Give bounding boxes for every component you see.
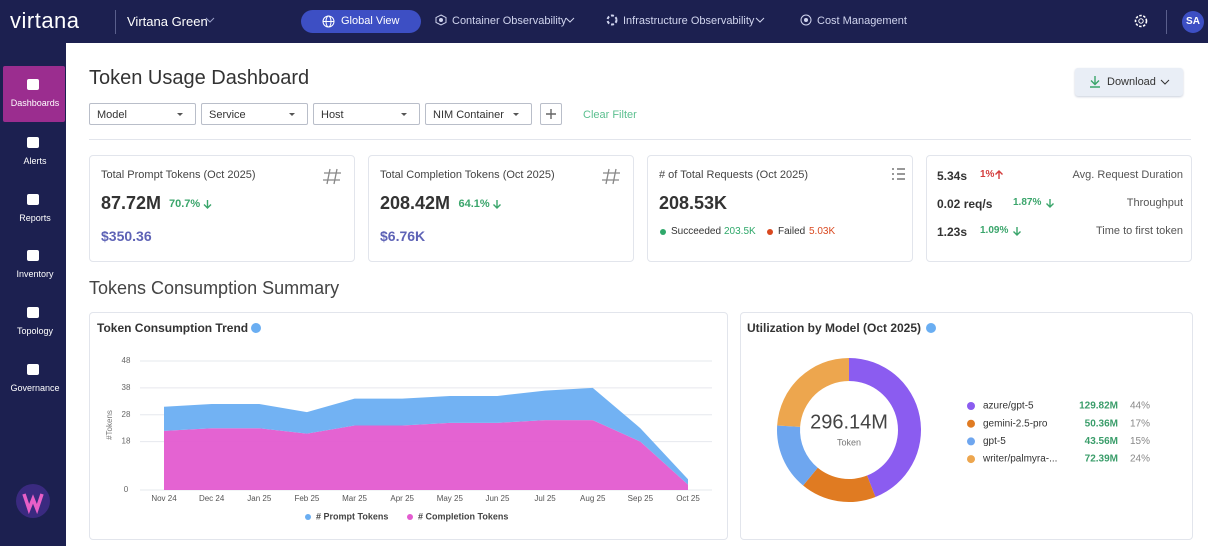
x-tick-label: Dec 24 bbox=[199, 494, 225, 503]
metric-change: 1.87% bbox=[1013, 197, 1041, 208]
chart-title: Utilization by Model (Oct 2025) bbox=[747, 321, 921, 335]
y-tick-label: 38 bbox=[122, 383, 131, 392]
x-tick-label: Mar 25 bbox=[342, 494, 367, 503]
filter-dropdown[interactable]: NIM Container bbox=[425, 103, 532, 125]
x-tick-label: May 25 bbox=[437, 494, 464, 503]
succeeded-value: 203.5K bbox=[724, 226, 756, 237]
center-label: Token bbox=[837, 437, 861, 447]
succeeded-label: Succeeded bbox=[671, 226, 721, 237]
x-tick-label: Jul 25 bbox=[534, 494, 556, 503]
metric-change: 1.09% bbox=[980, 225, 1008, 236]
card-title: Total Prompt Tokens (Oct 2025) bbox=[101, 169, 255, 181]
legend-dot bbox=[967, 420, 975, 428]
legend-amount: 43.56M bbox=[1085, 436, 1118, 447]
x-tick-label: Feb 25 bbox=[294, 494, 319, 503]
card-title: # of Total Requests (Oct 2025) bbox=[659, 169, 808, 181]
donut-segment bbox=[803, 468, 875, 502]
card-cost: $6.76K bbox=[380, 228, 425, 244]
legend-label: azure/gpt-5 bbox=[983, 401, 1034, 412]
x-tick-label: Sep 25 bbox=[628, 494, 654, 503]
nav-icon bbox=[27, 364, 39, 375]
nav-icon bbox=[27, 137, 39, 148]
y-axis-label: #Tokens bbox=[105, 410, 114, 440]
x-tick-label: Jun 25 bbox=[485, 494, 510, 503]
legend-percent: 17% bbox=[1130, 418, 1150, 429]
sidebar-item[interactable]: Inventory bbox=[0, 269, 70, 279]
nav-icon bbox=[27, 194, 39, 205]
legend-amount: 50.36M bbox=[1085, 418, 1118, 429]
sidebar-item[interactable]: Topology bbox=[0, 326, 70, 336]
legend-percent: 44% bbox=[1130, 401, 1150, 412]
y-tick-label: 48 bbox=[122, 356, 131, 365]
card-cost: $350.36 bbox=[101, 228, 152, 244]
legend-dot bbox=[967, 402, 975, 410]
x-tick-label: Apr 25 bbox=[390, 494, 414, 503]
card-change: 70.7% bbox=[169, 198, 200, 210]
legend-label: gpt-5 bbox=[983, 436, 1006, 447]
failed-label: Failed bbox=[778, 226, 805, 237]
sidebar-item[interactable]: Alerts bbox=[0, 156, 70, 166]
legend-percent: 24% bbox=[1130, 454, 1150, 465]
x-tick-label: Aug 25 bbox=[580, 494, 606, 503]
metric-value: 0.02 req/s bbox=[937, 197, 992, 211]
metric-change: 1% bbox=[980, 169, 994, 180]
x-tick-label: Nov 24 bbox=[151, 494, 177, 503]
legend-amount: 129.82M bbox=[1079, 401, 1118, 412]
legend-dot bbox=[967, 455, 975, 463]
card-title: Total Completion Tokens (Oct 2025) bbox=[380, 169, 555, 181]
legend-dot bbox=[407, 514, 413, 520]
y-tick-label: 0 bbox=[124, 485, 129, 494]
center-value: 296.14M bbox=[810, 411, 888, 433]
legend-label: gemini-2.5-pro bbox=[983, 418, 1048, 429]
y-tick-label: 18 bbox=[122, 437, 131, 446]
card-value: 87.72M bbox=[101, 193, 161, 214]
card-change: 64.1% bbox=[459, 198, 490, 210]
nav-icon bbox=[27, 79, 39, 90]
y-tick-label: 28 bbox=[122, 410, 131, 419]
x-tick-label: Oct 25 bbox=[676, 494, 700, 503]
filter-dropdown[interactable]: Model bbox=[89, 103, 196, 125]
legend-label: # Completion Tokens bbox=[418, 511, 508, 521]
legend-amount: 72.39M bbox=[1085, 454, 1118, 465]
legend-dot bbox=[967, 437, 975, 445]
chart-title: Token Consumption Trend bbox=[97, 321, 248, 335]
metric-value: 5.34s bbox=[937, 169, 967, 183]
metric-value: 1.23s bbox=[937, 225, 967, 239]
legend-dot bbox=[305, 514, 311, 520]
failed-value: 5.03K bbox=[809, 226, 835, 237]
card-value: 208.42M bbox=[380, 193, 450, 214]
nav-icon bbox=[27, 250, 39, 261]
info-icon bbox=[251, 323, 261, 333]
legend-label: # Prompt Tokens bbox=[316, 511, 388, 521]
nav-icon bbox=[27, 307, 39, 318]
sidebar-item[interactable]: Reports bbox=[0, 213, 70, 223]
info-icon bbox=[926, 323, 936, 333]
legend-percent: 15% bbox=[1130, 436, 1150, 447]
metric-label: Throughput bbox=[1127, 197, 1183, 209]
area bbox=[164, 420, 688, 490]
sidebar-item[interactable]: Dashboards bbox=[0, 98, 70, 108]
filter-dropdown[interactable]: Service bbox=[201, 103, 308, 125]
sidebar-item[interactable]: Governance bbox=[0, 383, 70, 393]
metric-label: Avg. Request Duration bbox=[1073, 169, 1183, 181]
legend-label: writer/palmyra-... bbox=[982, 454, 1057, 465]
card-value: 208.53K bbox=[659, 193, 727, 214]
metric-label: Time to first token bbox=[1096, 225, 1183, 237]
filter-dropdown[interactable]: Host bbox=[313, 103, 420, 125]
x-tick-label: Jan 25 bbox=[247, 494, 272, 503]
